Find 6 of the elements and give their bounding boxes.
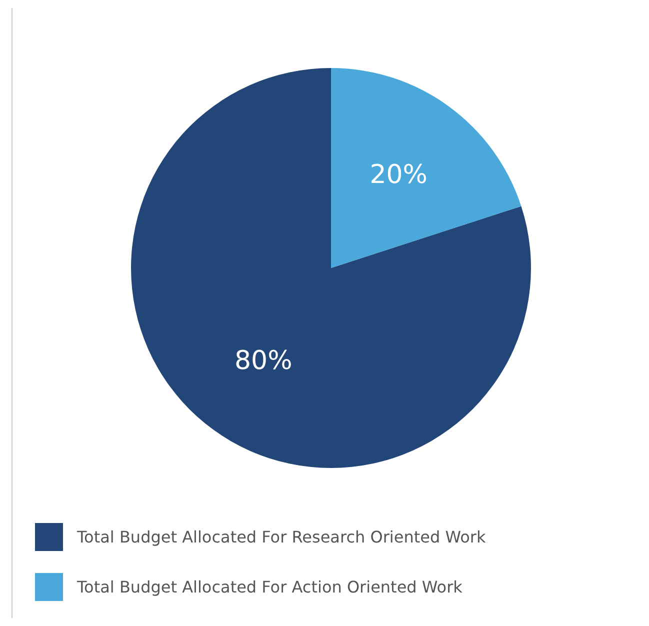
legend-label: Total Budget Allocated For Action Oriented Work [76, 578, 464, 596]
data-label: 80% [234, 346, 292, 376]
pie-slice [331, 68, 522, 268]
data-label: 20% [370, 160, 428, 190]
legend-label: Total Budget Allocated For Research Oriented Work [76, 528, 486, 546]
pie-slice [131, 68, 531, 468]
